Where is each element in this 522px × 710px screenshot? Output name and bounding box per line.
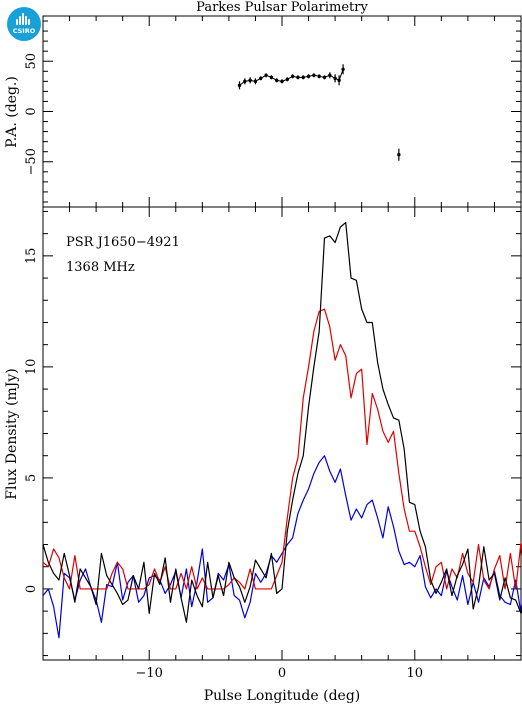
x-axis-label: Pulse Longitude (deg) xyxy=(204,688,361,704)
pa-data-point xyxy=(259,76,263,81)
flux-profile-lines xyxy=(42,221,522,639)
pa-y-axis-label: P.A. (deg.) xyxy=(4,76,20,148)
pa-data-point xyxy=(274,78,279,83)
pa-data-point xyxy=(306,74,311,79)
pa-data-point xyxy=(269,75,274,80)
flux-y-tick-label: 0 xyxy=(24,585,39,593)
pa-data-point xyxy=(333,76,337,81)
flux-axis-ticks: 15 10 5 0 −10 0 10 xyxy=(24,207,522,681)
pa-data-point xyxy=(290,74,295,79)
flux-x-tick-label: 10 xyxy=(407,666,424,681)
pa-y-tick-label: −50 xyxy=(24,148,39,175)
csiro-logo-bars-icon xyxy=(16,13,32,25)
pa-panel-frame xyxy=(42,15,522,208)
pa-data-point xyxy=(341,67,345,71)
flux-panel: 15 10 5 0 −10 0 10 PSR J1650−4921 1368 MHz Flu… xyxy=(4,206,522,704)
pa-data-point xyxy=(328,73,332,78)
pa-data-point xyxy=(301,75,305,80)
frequency-annotation: 1368 MHz xyxy=(66,260,135,275)
pa-y-tick-label: 0 xyxy=(24,107,39,115)
pa-data-point xyxy=(322,75,327,80)
pa-data-point xyxy=(248,78,252,83)
total-intensity-line xyxy=(42,221,522,623)
flux-y-tick-label: 15 xyxy=(24,248,39,265)
pa-data-point xyxy=(253,79,258,84)
pa-data-point xyxy=(296,75,300,80)
chart-title: Parkes Pulsar Polarimetry xyxy=(196,0,368,15)
pa-data-point xyxy=(243,79,247,84)
pa-data-point xyxy=(264,73,268,78)
flux-y-axis-label: Flux Density (mJy) xyxy=(4,368,20,499)
pa-data-point xyxy=(337,78,341,83)
csiro-logo: CSIRO xyxy=(7,7,41,41)
circular-polarization-line xyxy=(42,455,522,639)
flux-y-tick-label: 5 xyxy=(24,474,39,482)
pulsar-name-annotation: PSR J1650−4921 xyxy=(66,235,180,250)
pa-axis-ticks: 50 0 −50 xyxy=(24,16,522,207)
pa-data-point xyxy=(237,83,242,88)
pa-data-point xyxy=(285,77,290,82)
linear-polarization-line xyxy=(42,308,522,590)
pa-data-points xyxy=(237,64,401,161)
pa-data-point xyxy=(312,73,316,78)
flux-x-tick-label: −10 xyxy=(136,666,163,681)
pa-data-point xyxy=(317,74,321,79)
flux-x-tick-label: 0 xyxy=(278,666,286,681)
flux-y-tick-label: 10 xyxy=(24,359,39,376)
csiro-logo-text: CSIRO xyxy=(12,27,36,35)
pa-y-tick-label: 50 xyxy=(24,53,39,70)
pa-data-point xyxy=(397,153,401,157)
pa-data-point xyxy=(280,79,284,84)
pa-panel: 50 0 −50 P.A. (deg.) xyxy=(4,15,522,208)
